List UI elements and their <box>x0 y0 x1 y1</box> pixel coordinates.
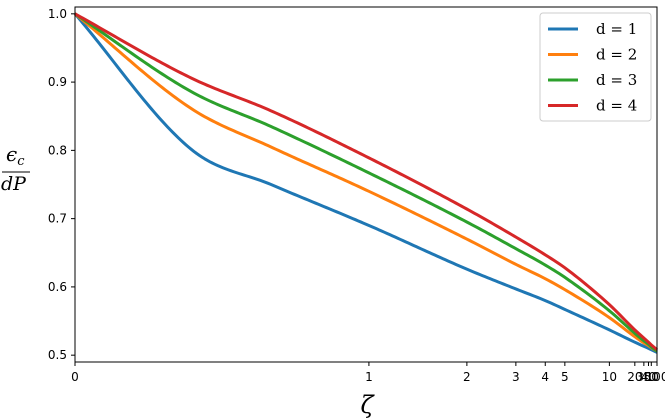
plot-frame <box>74 6 658 363</box>
x-tick-label: 1 <box>365 370 373 384</box>
y-axis: 0.5 0.6 0.7 0.8 0.9 1.0 <box>48 7 75 362</box>
y-tick-label: 0.9 <box>48 75 67 89</box>
x-tick-label: 3 <box>512 370 520 384</box>
y-axis-title-numerator: ϵc <box>6 142 25 169</box>
x-tick-label: 20 <box>627 370 642 384</box>
series-lines <box>73 12 658 354</box>
y-axis-title-denominator: dP <box>1 173 27 195</box>
series-line <box>74 12 658 353</box>
y-tick-label: 0.6 <box>48 280 67 294</box>
series-line <box>74 12 658 351</box>
legend-label: d = 3 <box>596 71 637 89</box>
x-tick-label: 5 <box>561 370 569 384</box>
x-tick-label: 40 <box>641 370 656 384</box>
x-tick-label: 2 <box>463 370 471 384</box>
x-tick-label: 4 <box>541 370 549 384</box>
x-tick-label: 30 <box>636 370 651 384</box>
x-tick-label: 50 <box>644 370 659 384</box>
y-tick-label: 0.5 <box>48 348 67 362</box>
legend-label: d = 1 <box>596 20 637 38</box>
x-tick-label: 0 <box>71 370 79 384</box>
series-line <box>74 12 658 353</box>
legend-label: d = 4 <box>596 97 637 115</box>
y-tick-label: 0.7 <box>48 212 67 226</box>
x-tick-label: 10 <box>602 370 617 384</box>
legend-box <box>539 12 652 122</box>
x-axis-title: ζ <box>360 391 375 418</box>
y-tick-label: 1.0 <box>48 7 67 21</box>
series-line <box>73 12 658 354</box>
x-tick-label: 100 <box>646 370 665 384</box>
y-axis-title: ϵc dP <box>1 142 30 195</box>
legend: d = 1 d = 2 d = 3 d = 4 <box>539 12 652 122</box>
legend-label: d = 2 <box>596 46 637 64</box>
y-tick-label: 0.8 <box>48 143 67 157</box>
